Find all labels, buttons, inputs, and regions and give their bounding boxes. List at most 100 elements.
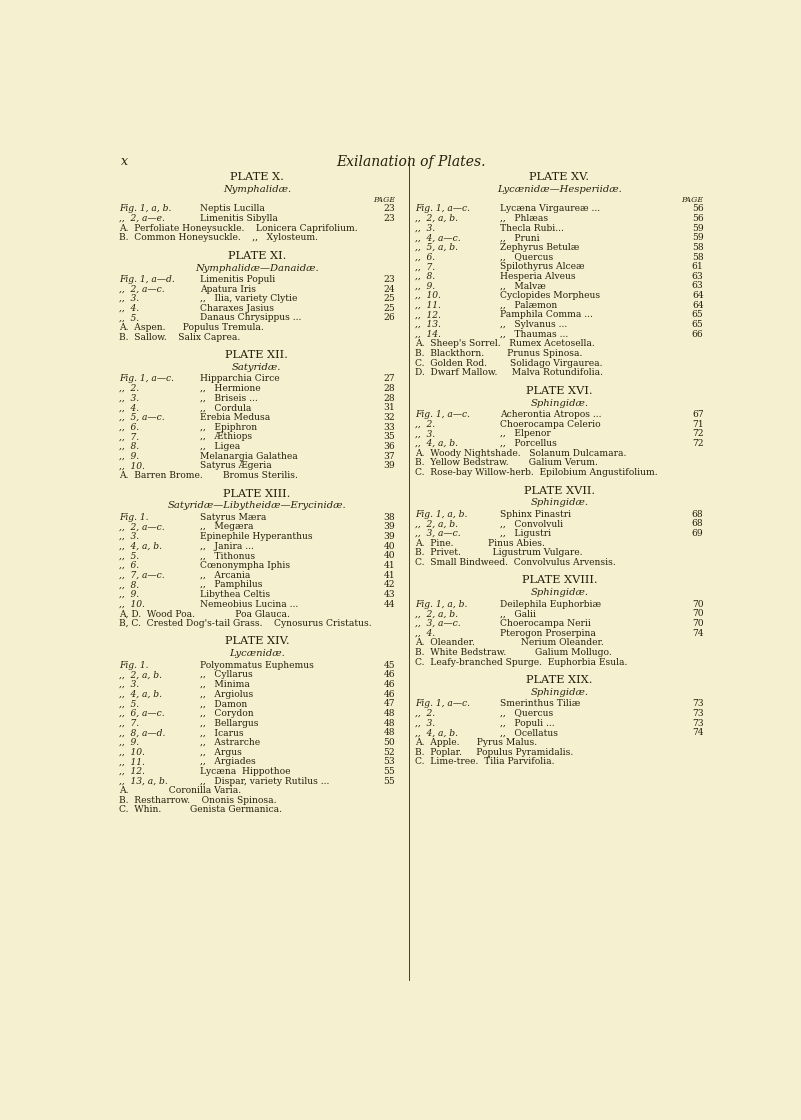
Text: 25: 25 <box>383 304 395 312</box>
Text: 41: 41 <box>384 571 395 580</box>
Text: 48: 48 <box>384 709 395 718</box>
Text: ,,  4, a—c.: ,, 4, a—c. <box>416 233 461 242</box>
Text: ,,   Populi ...: ,, Populi ... <box>501 719 555 728</box>
Text: ,,  3.: ,, 3. <box>416 719 436 728</box>
Text: Lycænidæ.: Lycænidæ. <box>229 650 284 659</box>
Text: ,,   Damon: ,, Damon <box>200 699 248 708</box>
Text: C.  Small Bindweed.  Convolvulus Arvensis.: C. Small Bindweed. Convolvulus Arvensis. <box>416 558 616 567</box>
Text: ,,  9.: ,, 9. <box>119 590 139 599</box>
Text: A.  Perfoliate Honeysuckle.    Lonicera Caprifolium.: A. Perfoliate Honeysuckle. Lonicera Capr… <box>119 224 357 233</box>
Text: ,,  9.: ,, 9. <box>416 281 436 290</box>
Text: 48: 48 <box>384 728 395 737</box>
Text: ,,   Pruni: ,, Pruni <box>501 233 540 242</box>
Text: ,,  9.: ,, 9. <box>119 451 139 460</box>
Text: 47: 47 <box>384 699 395 708</box>
Text: ,,   Thaumas ...: ,, Thaumas ... <box>501 329 569 338</box>
Text: 65: 65 <box>692 320 703 329</box>
Text: Pamphila Comma ...: Pamphila Comma ... <box>501 310 594 319</box>
Text: ,,  3.: ,, 3. <box>119 394 139 403</box>
Text: ,,   Ligea: ,, Ligea <box>200 442 240 451</box>
Text: ,,  5.: ,, 5. <box>119 699 139 708</box>
Text: ,,  13.: ,, 13. <box>416 320 441 329</box>
Text: Sphingidæ.: Sphingidæ. <box>530 588 589 597</box>
Text: Fig. 1, a—c.: Fig. 1, a—c. <box>416 204 470 213</box>
Text: PLATE XI.: PLATE XI. <box>227 251 286 261</box>
Text: Exilanation of Plates.: Exilanation of Plates. <box>336 155 485 169</box>
Text: 55: 55 <box>383 776 395 785</box>
Text: ,,  5.: ,, 5. <box>119 314 139 323</box>
Text: ,,  14.: ,, 14. <box>416 329 441 338</box>
Text: Nymphalidæ—Danaidæ.: Nymphalidæ—Danaidæ. <box>195 263 319 272</box>
Text: Nymphalidæ.: Nymphalidæ. <box>223 185 291 194</box>
Text: ,,  11.: ,, 11. <box>119 757 145 766</box>
Text: Thecla Rubi...: Thecla Rubi... <box>501 224 565 233</box>
Text: Apatura Iris: Apatura Iris <box>200 284 256 293</box>
Text: Deilephila Euphorbiæ: Deilephila Euphorbiæ <box>501 599 602 608</box>
Text: ,,  6, a—c.: ,, 6, a—c. <box>119 709 164 718</box>
Text: ,,  6.: ,, 6. <box>416 252 436 261</box>
Text: 66: 66 <box>692 329 703 338</box>
Text: Acherontia Atropos ...: Acherontia Atropos ... <box>501 410 602 419</box>
Text: Fig. 1.: Fig. 1. <box>119 661 148 670</box>
Text: C.  Leafy-branched Spurge.  Euphorbia Esula.: C. Leafy-branched Spurge. Euphorbia Esul… <box>416 657 628 666</box>
Text: ,,   Palæmon: ,, Palæmon <box>501 301 557 310</box>
Text: PLATE XVII.: PLATE XVII. <box>524 486 595 495</box>
Text: 48: 48 <box>384 719 395 728</box>
Text: ,,  4, a, b.: ,, 4, a, b. <box>119 690 162 699</box>
Text: Libythea Celtis: Libythea Celtis <box>200 590 271 599</box>
Text: Fig. 1, a, b.: Fig. 1, a, b. <box>416 510 468 519</box>
Text: 41: 41 <box>384 561 395 570</box>
Text: ,,  3.: ,, 3. <box>119 532 139 541</box>
Text: 43: 43 <box>384 590 395 599</box>
Text: ,,   Janira ...: ,, Janira ... <box>200 542 254 551</box>
Text: 72: 72 <box>692 429 703 438</box>
Text: B.  Common Honeysuckle.    ,,   Xylosteum.: B. Common Honeysuckle. ,, Xylosteum. <box>119 233 318 242</box>
Text: 72: 72 <box>692 439 703 448</box>
Text: ,,   Arcania: ,, Arcania <box>200 571 251 580</box>
Text: ,,   Porcellus: ,, Porcellus <box>501 439 557 448</box>
Text: ,,  3.: ,, 3. <box>119 295 139 304</box>
Text: ,,  10.: ,, 10. <box>119 599 145 608</box>
Text: 23: 23 <box>383 204 395 213</box>
Text: Fig. 1.: Fig. 1. <box>119 513 148 522</box>
Text: ,,   Elpenor: ,, Elpenor <box>501 429 551 438</box>
Text: ,,  3, a—c.: ,, 3, a—c. <box>416 619 461 628</box>
Text: 70: 70 <box>692 609 703 618</box>
Text: PLATE XIV.: PLATE XIV. <box>224 636 289 646</box>
Text: ,,  6.: ,, 6. <box>119 561 139 570</box>
Text: ,,  8.: ,, 8. <box>119 580 139 589</box>
Text: 40: 40 <box>384 542 395 551</box>
Text: ,,  4, a, b.: ,, 4, a, b. <box>416 728 458 737</box>
Text: 40: 40 <box>384 551 395 560</box>
Text: 52: 52 <box>383 747 395 756</box>
Text: 58: 58 <box>692 243 703 252</box>
Text: 56: 56 <box>692 204 703 213</box>
Text: Fig. 1, a—c.: Fig. 1, a—c. <box>416 699 470 708</box>
Text: C.  Golden Rod.        Solidago Virgaurea.: C. Golden Rod. Solidago Virgaurea. <box>416 358 603 367</box>
Text: ,,  13, a, b.: ,, 13, a, b. <box>119 776 167 785</box>
Text: ,,  7.: ,, 7. <box>119 432 139 441</box>
Text: A, D.  Wood Poa.              Poa Glauca.: A, D. Wood Poa. Poa Glauca. <box>119 609 290 618</box>
Text: ,,   Icarus: ,, Icarus <box>200 728 244 737</box>
Text: 39: 39 <box>383 522 395 531</box>
Text: ,,  7, a—c.: ,, 7, a—c. <box>119 571 164 580</box>
Text: Spilothyrus Alceæ: Spilothyrus Alceæ <box>501 262 585 271</box>
Text: ,,  2.: ,, 2. <box>416 709 436 718</box>
Text: 74: 74 <box>692 628 703 637</box>
Text: 50: 50 <box>383 738 395 747</box>
Text: PLATE XV.: PLATE XV. <box>529 172 590 183</box>
Text: A.              Coronilla Varia.: A. Coronilla Varia. <box>119 786 241 795</box>
Text: 53: 53 <box>383 757 395 766</box>
Text: 23: 23 <box>383 274 395 283</box>
Text: 45: 45 <box>384 661 395 670</box>
Text: Limenitis Populi: Limenitis Populi <box>200 274 276 283</box>
Text: ,,  10.: ,, 10. <box>119 747 145 756</box>
Text: ,,  3.: ,, 3. <box>416 429 436 438</box>
Text: 23: 23 <box>383 214 395 223</box>
Text: 74: 74 <box>692 728 703 737</box>
Text: ,,  4.: ,, 4. <box>119 304 139 312</box>
Text: ,,  8, a—d.: ,, 8, a—d. <box>119 728 165 737</box>
Text: ,,  3.: ,, 3. <box>416 224 436 233</box>
Text: ,,  6.: ,, 6. <box>119 422 139 431</box>
Text: ,,   Malvæ: ,, Malvæ <box>501 281 546 290</box>
